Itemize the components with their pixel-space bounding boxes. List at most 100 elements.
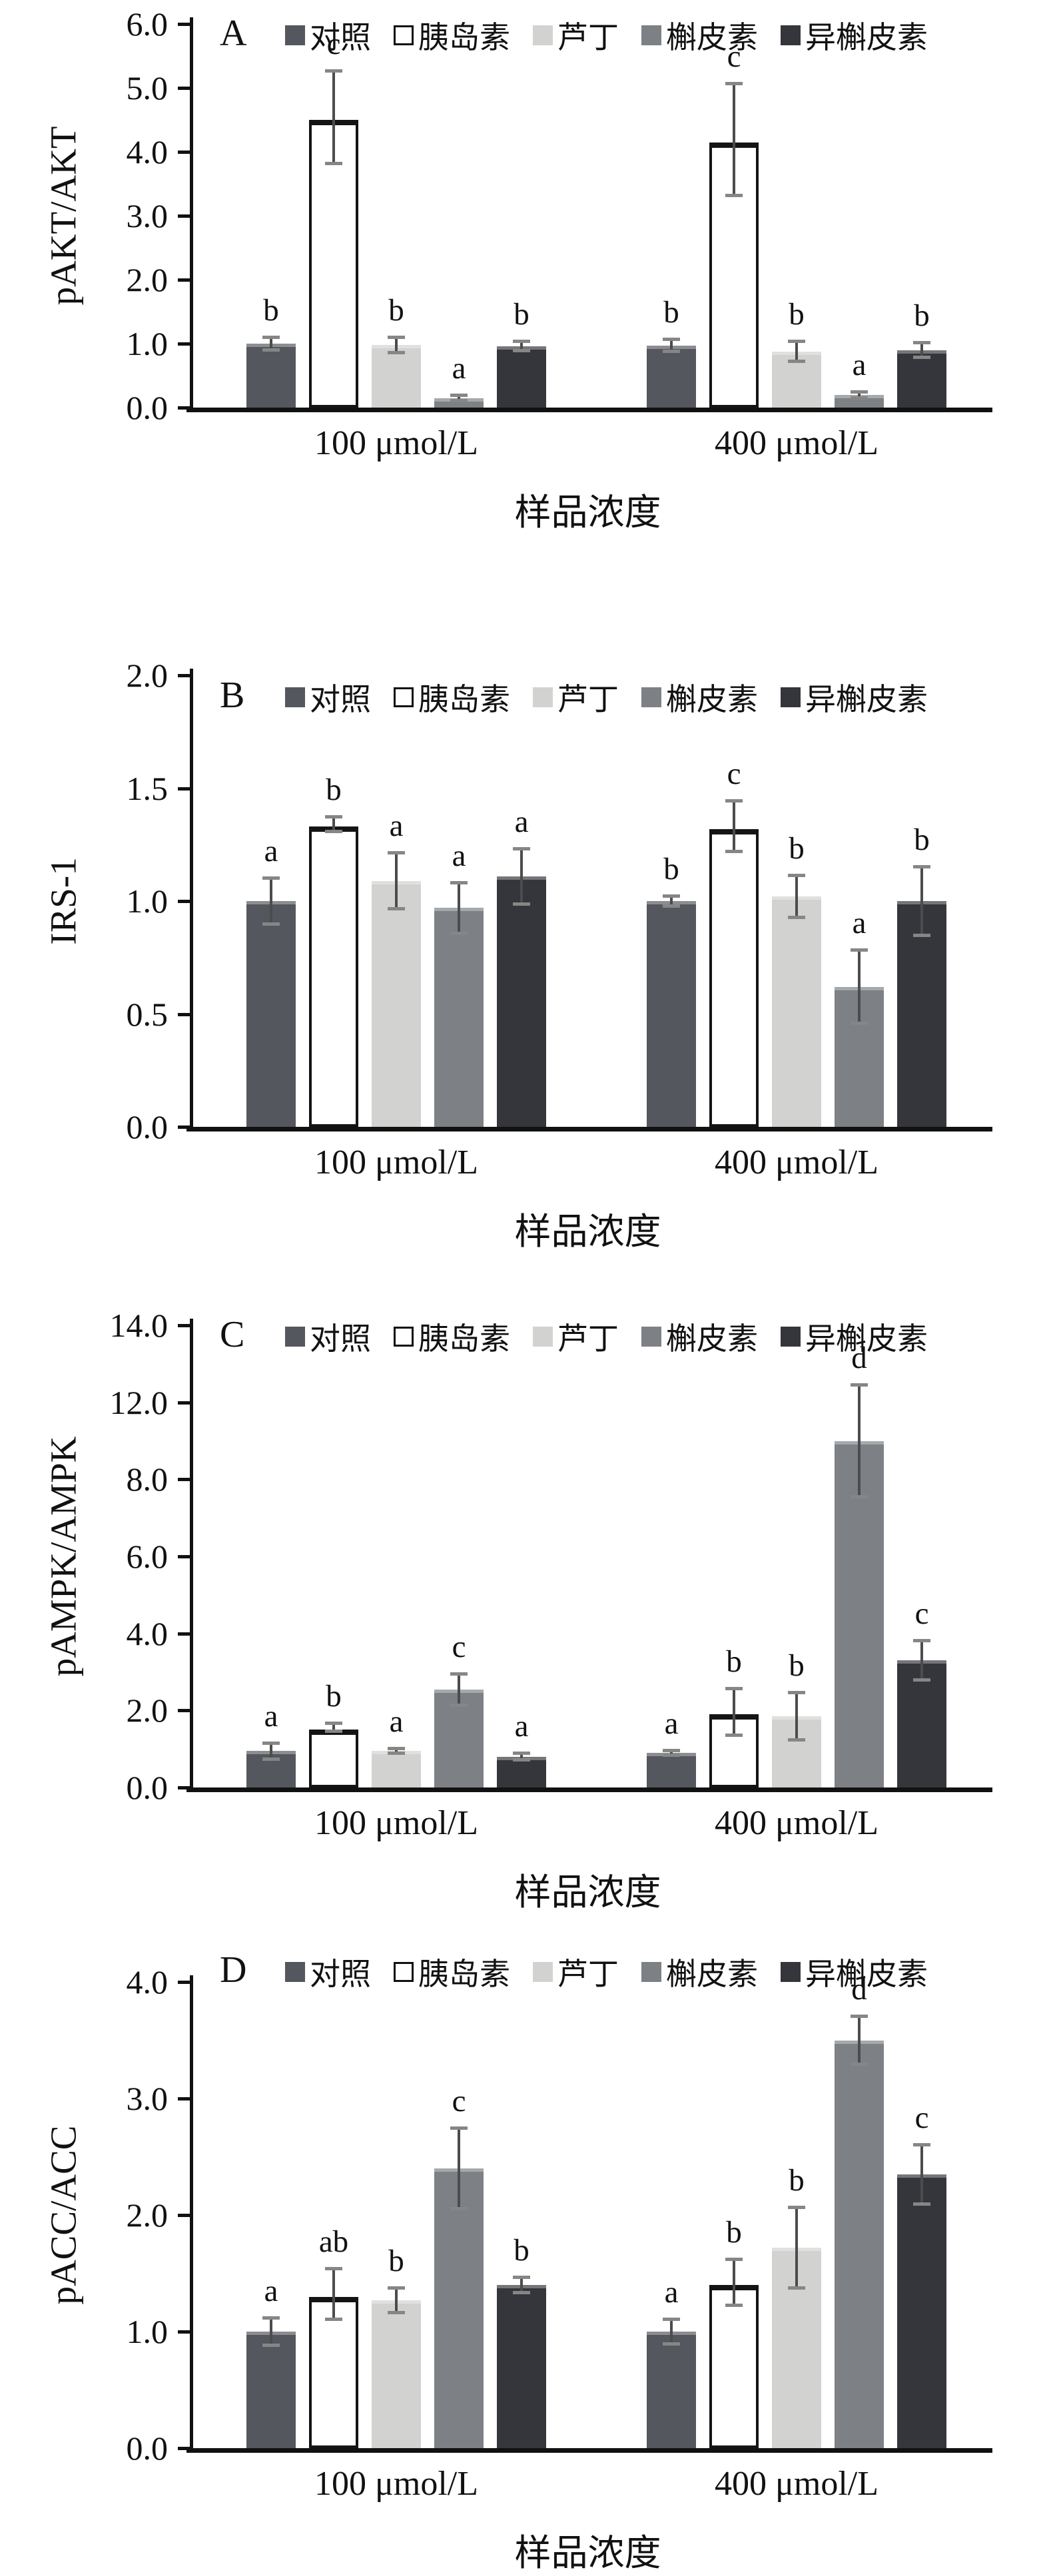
legend-item: 槲皮素	[641, 675, 758, 719]
significance-letter: a	[852, 348, 867, 383]
legend-label: 槲皮素	[666, 1322, 758, 1356]
bar: b	[897, 300, 946, 408]
bar-group: b c b a b	[246, 29, 546, 408]
error-bar-cap-bottom	[851, 2063, 868, 2066]
error-bar	[858, 390, 861, 400]
legend-item: 对照	[285, 675, 371, 719]
legend-label: 胰岛素	[418, 21, 510, 55]
bar: c	[709, 758, 759, 1127]
significance-letter: a	[264, 1698, 278, 1734]
y-tick-label: 4.0	[126, 1963, 169, 2001]
bar: b	[647, 853, 696, 1127]
y-tick-label: 6.0	[126, 1538, 169, 1575]
error-bar	[733, 82, 735, 197]
legend-swatch-icon	[641, 1327, 661, 1347]
legend-swatch-icon	[394, 25, 414, 45]
y-tick-label: 0.0	[126, 389, 169, 426]
legend-label: 胰岛素	[418, 1322, 510, 1356]
error-bar-cap-bottom	[450, 399, 468, 403]
error-bar-cap-top	[450, 2126, 468, 2130]
y-tick-mark	[178, 1555, 190, 1558]
x-tick-label: 400 μmol/L	[715, 424, 878, 462]
error-bar-cap-bottom	[788, 1738, 805, 1742]
error-bar-cap-top	[513, 846, 530, 850]
y-tick-mark	[178, 1012, 190, 1016]
y-tick-mark	[178, 214, 190, 218]
significance-letter: b	[789, 2163, 805, 2198]
legend-swatch-icon	[641, 687, 661, 707]
y-tick-mark	[178, 1401, 190, 1405]
error-bar-cap-bottom	[725, 2303, 743, 2307]
legend-item: 芦丁	[533, 1315, 619, 1359]
error-bar-cap-top	[851, 948, 868, 952]
error-bar-cap-bottom	[851, 1022, 868, 1026]
error-bar-cap-top	[325, 69, 342, 73]
bar: b	[709, 1646, 759, 1787]
y-tick-label: 0.0	[126, 1769, 169, 1806]
bar: a	[647, 2277, 696, 2448]
error-bar-cap-top	[663, 2318, 680, 2321]
error-bar-cap-top	[262, 876, 280, 880]
legend-item: 芦丁	[533, 1950, 619, 1994]
error-bar-cap-bottom	[725, 1733, 743, 1737]
significance-letter: a	[389, 808, 404, 844]
significance-letter: a	[664, 2275, 679, 2310]
error-bar-cap-top	[388, 851, 405, 855]
error-bar-cap-bottom	[388, 1751, 405, 1755]
error-bar	[520, 2276, 523, 2294]
legend-item: 异槲皮素	[781, 13, 928, 57]
significance-letter: a	[852, 906, 867, 941]
bar-group: a ab b c b	[246, 2086, 546, 2448]
legend-label: 芦丁	[557, 683, 619, 717]
significance-letter: a	[389, 1704, 404, 1740]
y-tick-mark	[178, 1478, 190, 1482]
legend-label: 胰岛素	[418, 1957, 510, 1991]
significance-letter: b	[914, 822, 930, 857]
legend-swatch-icon	[641, 25, 661, 45]
error-bar	[920, 864, 923, 938]
x-axis-line	[186, 1787, 992, 1792]
legend-item: 槲皮素	[641, 1950, 758, 1994]
error-bar	[795, 340, 798, 363]
legend-label: 槲皮素	[666, 1957, 758, 1991]
error-bar	[270, 1741, 272, 1761]
error-bar-cap-top	[663, 338, 680, 342]
error-bar-cap-bottom	[450, 2207, 468, 2210]
significance-letter: b	[514, 297, 529, 332]
y-tick-mark	[178, 2097, 190, 2100]
legend-swatch-icon	[285, 25, 305, 45]
legend-label: 异槲皮素	[805, 1957, 928, 1991]
legend-swatch-icon	[781, 1327, 801, 1347]
bar: a	[246, 2276, 296, 2448]
y-tick-label: 0.0	[126, 2429, 169, 2467]
error-bar	[670, 2318, 673, 2346]
legend-swatch-icon	[533, 25, 553, 45]
plot-area: a b a a a b c b a b	[190, 675, 986, 1127]
error-bar-cap-top	[913, 2142, 930, 2146]
y-tick-label: 0.5	[126, 995, 169, 1033]
error-bar-cap-top	[388, 2286, 405, 2290]
significance-letter: b	[326, 772, 342, 807]
error-bar-cap-bottom	[788, 359, 805, 363]
y-tick-label: 1.0	[126, 325, 169, 362]
significance-letter: b	[789, 831, 805, 866]
y-tick-label: 1.5	[126, 769, 169, 807]
bar: c	[709, 41, 759, 408]
error-bar	[733, 1686, 735, 1737]
error-bar	[795, 1691, 798, 1742]
y-tick-label: 2.0	[126, 2196, 169, 2234]
error-bar	[920, 1639, 923, 1682]
bar: a	[434, 840, 484, 1127]
error-bar-cap-top	[513, 340, 530, 344]
x-tick-label: 100 μmol/L	[314, 1804, 478, 1842]
error-bar-cap-top	[725, 1686, 743, 1690]
error-bar-cap-top	[788, 874, 805, 878]
y-tick-label: 12.0	[109, 1383, 169, 1421]
error-bar	[270, 336, 272, 352]
error-bar-cap-top	[725, 82, 743, 86]
y-axis-line	[190, 1975, 193, 2448]
error-bar-cap-top	[513, 2276, 530, 2279]
y-tick-mark	[178, 1709, 190, 1713]
y-axis-line	[190, 17, 193, 408]
bar: b	[309, 774, 358, 1127]
